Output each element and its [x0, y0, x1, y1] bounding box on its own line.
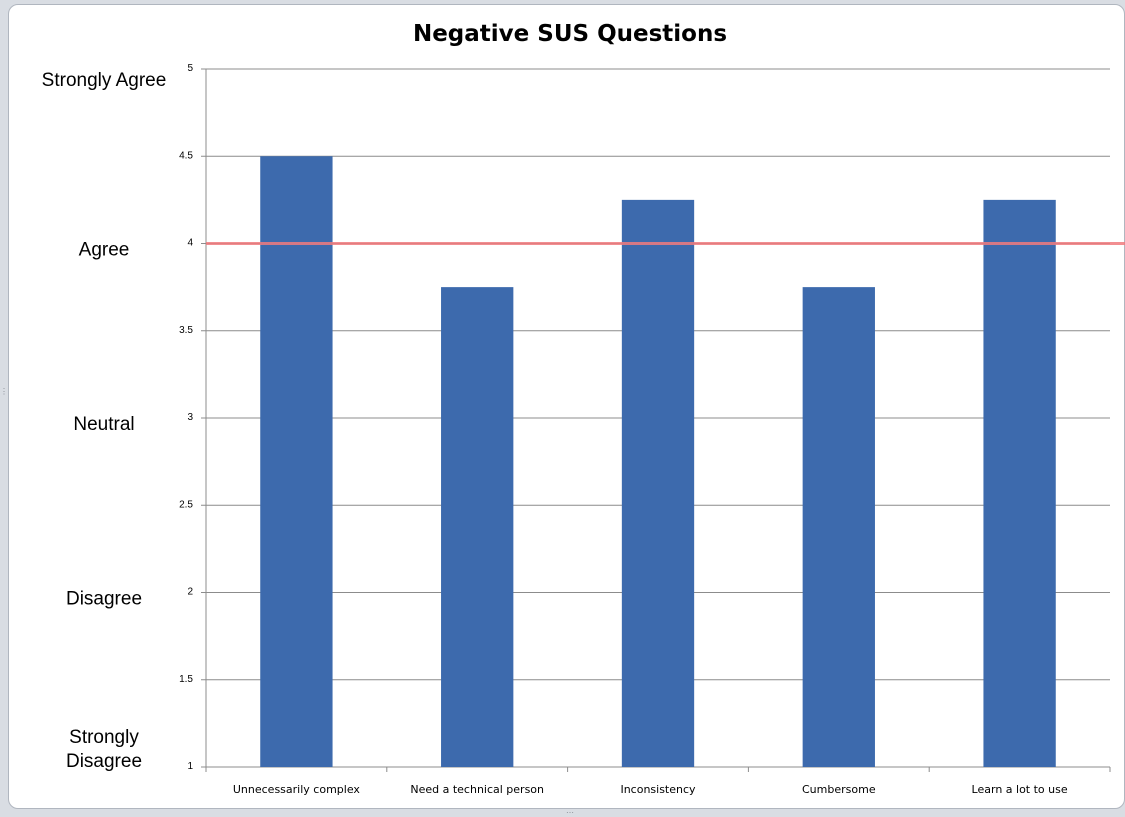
- y-tick-label: 2: [187, 587, 193, 598]
- axes: [201, 68, 1111, 772]
- y-tick-label: 1: [187, 761, 193, 772]
- x-category-label: Cumbersome: [802, 783, 876, 796]
- y-tick-label: 1.5: [179, 674, 193, 685]
- y-scale-label: Strongly Agree: [42, 70, 167, 91]
- labels: 1 1.5 2 2.5 3 3.5 4 4.5 5 Unnecessarily complex Ne…: [42, 63, 1068, 796]
- bar[interactable]: [802, 287, 875, 767]
- y-tick-label: 4.5: [179, 150, 193, 161]
- x-category-label: Need a technical person: [410, 783, 544, 796]
- x-category-label: Unnecessarily complex: [233, 783, 361, 796]
- y-tick-label: 2.5: [179, 499, 193, 510]
- y-tick-label: 3.5: [179, 325, 193, 336]
- y-scale-label: Strongly: [69, 727, 139, 748]
- bar[interactable]: [260, 156, 333, 767]
- y-tick-label: 4: [187, 238, 193, 249]
- resize-grip-bottom[interactable]: ⋯: [566, 808, 574, 817]
- y-tick-label: 3: [187, 412, 193, 423]
- chart-area[interactable]: [8, 4, 1125, 809]
- bar[interactable]: [621, 199, 695, 767]
- bar[interactable]: [983, 199, 1056, 767]
- y-scale-label: Neutral: [73, 414, 134, 435]
- y-scale-label: Disagree: [66, 751, 142, 772]
- x-category-label: Learn a lot to use: [972, 783, 1068, 796]
- y-scale-label: Agree: [79, 240, 130, 261]
- resize-grip-left[interactable]: ⋮: [0, 387, 8, 396]
- x-category-label: Inconsistency: [620, 783, 696, 796]
- y-tick-label: 5: [187, 63, 193, 74]
- chart-title: Negative SUS Questions: [413, 21, 727, 47]
- bars: [260, 156, 1056, 767]
- bar[interactable]: [441, 287, 514, 767]
- y-scale-label: Disagree: [66, 589, 142, 610]
